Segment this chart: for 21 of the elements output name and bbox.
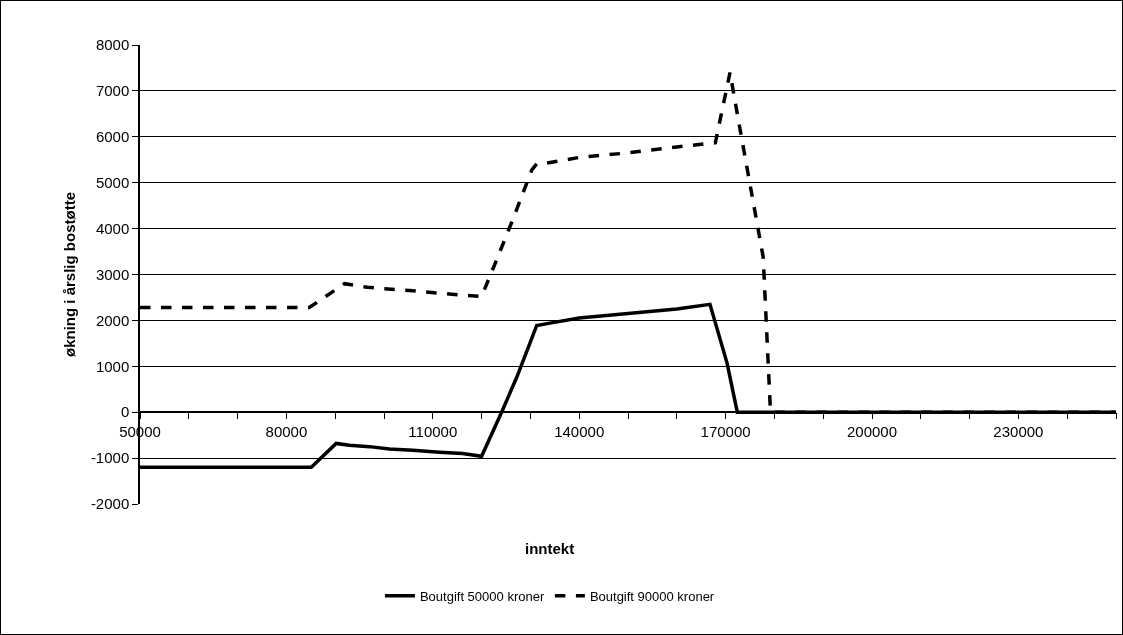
x-axis-title: inntekt bbox=[525, 540, 575, 557]
y-tick-label: -2000 bbox=[90, 495, 130, 513]
y-tick-label: 7000 bbox=[95, 82, 130, 100]
legend-label: Boutgift 50000 kroner bbox=[419, 588, 545, 604]
x-tick-label: 80000 bbox=[265, 422, 308, 440]
legend-label: Boutgift 90000 kroner bbox=[589, 588, 715, 604]
y-tick-label: 5000 bbox=[95, 173, 130, 191]
x-tick-label: 200000 bbox=[846, 422, 898, 440]
y-tick-label: 4000 bbox=[95, 219, 130, 237]
x-tick-label: 140000 bbox=[554, 422, 605, 440]
y-tick-label: -1000 bbox=[90, 449, 130, 467]
y-tick-label: 6000 bbox=[95, 128, 130, 146]
x-tick-label: 170000 bbox=[700, 422, 751, 440]
y-tick-label: 3000 bbox=[95, 265, 130, 283]
y-axis-title: økning i årslig bostøtte bbox=[60, 191, 78, 358]
y-tick-label: 8000 bbox=[95, 36, 130, 54]
y-tick-label: 2000 bbox=[95, 311, 130, 329]
y-tick-label: 0 bbox=[120, 403, 130, 421]
y-tick-label: 1000 bbox=[95, 357, 130, 375]
x-tick-label: 110000 bbox=[408, 422, 458, 440]
x-tick-label: 230000 bbox=[993, 422, 1044, 440]
